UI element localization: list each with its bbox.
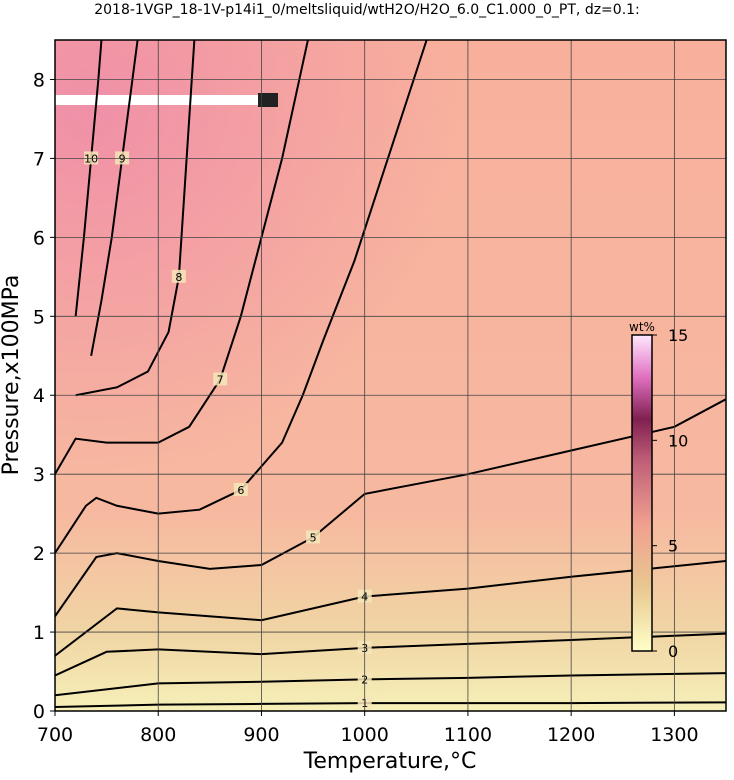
contour-label-bg (306, 530, 321, 544)
x-tick-label: 700 (37, 724, 73, 746)
y-tick-label: 8 (33, 69, 45, 91)
contour-label: 7 (217, 373, 224, 386)
chart-title: 2018-1VGP_18-1V-p14i1_0/meltsliquid/wtH2… (94, 2, 640, 18)
plot-frame (54, 39, 727, 712)
colorbar-label: wt% (629, 320, 655, 334)
contour-line (55, 632, 726, 677)
x-tick-label: 1100 (444, 724, 492, 746)
y-tick-label: 6 (33, 227, 45, 249)
colorbar-tick-label: 0 (668, 642, 678, 661)
y-tick-label: 3 (33, 464, 45, 486)
x-axis-label: Temperature,°C (303, 749, 477, 774)
contour-label: 5 (310, 531, 317, 544)
x-tick-label: 800 (140, 724, 176, 746)
contour-label: 9 (119, 152, 126, 165)
contour-label-bg (115, 151, 130, 165)
missing-data-edge (258, 93, 278, 107)
colorbar-tick-label: 5 (668, 537, 678, 556)
y-tick-label: 7 (33, 148, 45, 170)
contour-label: 8 (175, 271, 182, 284)
x-tick-label: 900 (243, 724, 279, 746)
contour-line (90, 40, 139, 356)
colorbar (631, 334, 653, 652)
background-shade (55, 40, 726, 711)
x-tick-label: 1000 (341, 724, 389, 746)
x-tick-label: 1300 (650, 724, 698, 746)
contour-label-bg (213, 372, 228, 386)
y-tick-label: 2 (33, 543, 45, 565)
contour-line (55, 560, 726, 657)
colorbar-tick-label: 15 (668, 326, 688, 345)
contour-label-bg (84, 151, 99, 165)
contour-label-bg (171, 269, 186, 283)
missing-data (55, 95, 260, 105)
contour-label: 10 (84, 152, 98, 165)
y-tick-label: 5 (33, 306, 45, 328)
y-tick-label: 0 (33, 701, 45, 723)
x-tick-label: 1200 (547, 724, 595, 746)
y-tick-label: 1 (33, 622, 45, 644)
contour-line (75, 40, 196, 397)
contour-line (55, 398, 726, 617)
y-axis-label: Pressure,x100MPa (0, 275, 24, 476)
contour-label: 6 (237, 484, 244, 497)
colorbar-tick-label: 10 (668, 431, 688, 450)
y-tick-label: 4 (33, 385, 45, 407)
contour-label-bg (233, 482, 248, 496)
